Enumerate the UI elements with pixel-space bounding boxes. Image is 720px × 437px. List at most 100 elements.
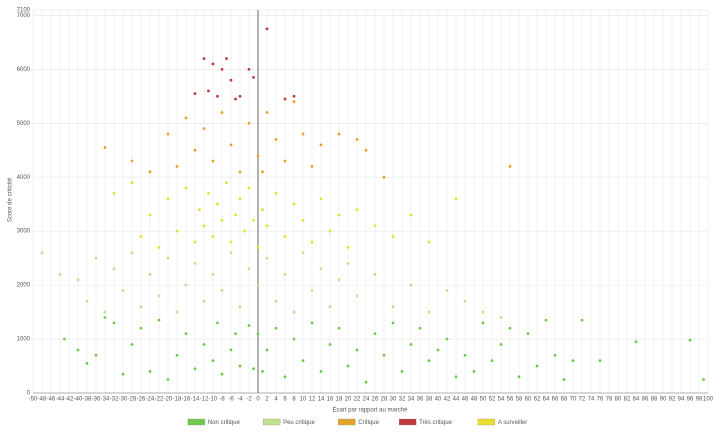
point <box>85 299 89 303</box>
point <box>310 289 314 292</box>
point <box>139 235 143 238</box>
point <box>148 170 152 174</box>
x-tick-label: 56 <box>507 397 514 403</box>
x-tick-label: 26 <box>372 397 379 403</box>
point <box>225 181 228 185</box>
point <box>355 348 359 352</box>
point <box>391 321 395 325</box>
point <box>283 272 287 276</box>
point <box>328 305 332 309</box>
point <box>229 240 233 244</box>
y-tick-label: 7100 <box>17 8 31 14</box>
point <box>148 213 152 217</box>
point <box>139 305 143 309</box>
point <box>238 364 242 368</box>
point <box>580 318 584 322</box>
y-tick-label: 5000 <box>17 121 31 127</box>
legend-label: Peu critique <box>283 420 315 426</box>
point <box>544 318 548 322</box>
x-tick-label: 68 <box>561 397 568 403</box>
x-tick-label: 46 <box>462 397 469 403</box>
point <box>148 272 152 276</box>
point <box>301 359 305 363</box>
point <box>157 318 161 322</box>
x-tick-label: -12 <box>200 397 209 403</box>
x-tick-label: -16 <box>182 397 191 403</box>
point <box>310 321 314 325</box>
x-axis-label: Écart par rapport au marché <box>332 407 408 414</box>
point <box>265 27 269 31</box>
x-tick-label: 24 <box>363 397 370 403</box>
point <box>229 78 233 82</box>
point <box>274 299 278 303</box>
point <box>562 378 566 381</box>
x-tick-label: 64 <box>543 397 550 403</box>
point <box>409 343 413 346</box>
y-tick-label: 7000 <box>17 13 31 19</box>
point <box>252 367 255 371</box>
point <box>265 111 269 114</box>
point <box>193 92 197 96</box>
legend-swatch <box>338 418 356 426</box>
point <box>211 359 215 363</box>
point <box>364 148 368 152</box>
point <box>166 256 170 260</box>
point <box>157 294 161 298</box>
point <box>364 380 368 384</box>
point <box>499 343 503 346</box>
point <box>238 170 242 174</box>
x-tick-label: 22 <box>354 397 361 403</box>
point <box>301 218 305 222</box>
x-tick-label: -28 <box>128 397 137 403</box>
point <box>261 370 264 373</box>
point <box>265 256 269 260</box>
point <box>355 294 359 298</box>
point <box>463 353 467 357</box>
point <box>157 245 161 249</box>
x-tick-label: 36 <box>417 397 424 403</box>
point <box>130 251 134 255</box>
x-tick-label: -4 <box>237 397 243 403</box>
point <box>112 192 116 195</box>
x-tick-label: 4 <box>274 397 278 403</box>
x-tick-label: -8 <box>219 397 225 403</box>
legend-swatch <box>398 418 417 426</box>
x-tick-label: 92 <box>669 397 676 403</box>
point <box>229 251 233 255</box>
point <box>184 186 188 190</box>
y-tick-label: 3000 <box>17 229 31 235</box>
x-tick-label: -48 <box>38 397 47 403</box>
legend-label: Critique <box>358 420 379 426</box>
point <box>103 310 107 314</box>
point <box>261 208 264 211</box>
point <box>256 154 260 158</box>
x-tick-label: -6 <box>228 397 234 403</box>
point <box>184 283 188 287</box>
point <box>292 100 296 104</box>
point <box>283 97 287 101</box>
point <box>355 208 359 211</box>
point <box>427 359 431 363</box>
point <box>301 251 305 255</box>
point <box>310 165 314 168</box>
point <box>274 326 278 330</box>
point <box>702 378 705 381</box>
point <box>234 213 237 217</box>
legend-label: A surveiller <box>498 420 527 426</box>
point <box>175 353 179 357</box>
x-tick-label: 6 <box>283 397 287 403</box>
point <box>238 305 242 309</box>
point <box>301 132 305 136</box>
x-tick-label: 18 <box>336 397 343 403</box>
x-tick-label: 82 <box>624 397 631 403</box>
point <box>328 229 332 233</box>
point <box>283 235 287 238</box>
x-tick-label: -50 <box>29 397 38 403</box>
point <box>207 192 210 195</box>
point <box>184 116 188 120</box>
point <box>220 372 224 376</box>
x-tick-label: -18 <box>173 397 182 403</box>
x-tick-label: 80 <box>615 397 622 403</box>
point <box>355 138 359 141</box>
